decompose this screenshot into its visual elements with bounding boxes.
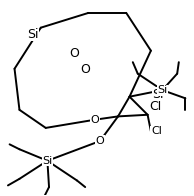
Text: Si: Si: [152, 88, 164, 101]
Text: Si: Si: [42, 156, 53, 166]
Text: O: O: [96, 136, 104, 146]
Text: Cl: Cl: [151, 126, 162, 136]
Text: Si: Si: [157, 85, 167, 95]
Text: O: O: [81, 63, 90, 76]
Text: Cl: Cl: [150, 100, 162, 113]
Text: O: O: [91, 115, 99, 125]
Text: Si: Si: [27, 28, 39, 41]
Text: O: O: [69, 47, 79, 60]
